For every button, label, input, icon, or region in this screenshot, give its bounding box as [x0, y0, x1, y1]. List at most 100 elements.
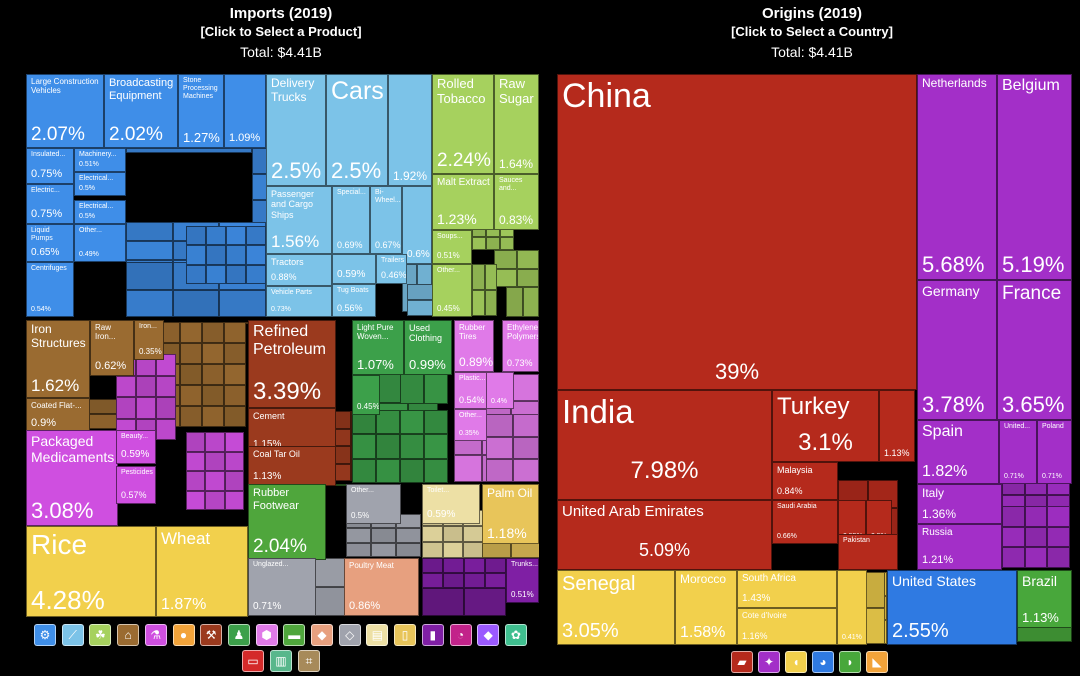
south-america-icon[interactable]: ◗	[839, 651, 861, 673]
minor-tile[interactable]	[186, 432, 206, 452]
tile-raw-sugar[interactable]: Raw Sugar 1.64%	[494, 74, 539, 174]
minor-tile[interactable]	[376, 458, 400, 483]
minor-tile[interactable]	[512, 436, 539, 460]
minor-tile[interactable]	[1024, 506, 1048, 527]
minor-tile[interactable]	[180, 364, 202, 385]
imports-subtitle[interactable]: [Click to Select a Product]	[200, 24, 362, 39]
minor-tile[interactable]	[443, 573, 464, 588]
tile-ethylene-polymers[interactable]: Ethylene Polymers 0.73%	[502, 320, 539, 372]
tile-russia[interactable]: Russia 1.21%	[917, 524, 1002, 570]
tile-stone-processing-machines[interactable]: Stone Processing Machines 1.27%	[178, 74, 224, 148]
tile-special[interactable]: Special... 0.69%	[332, 186, 370, 254]
tile-iron[interactable]: Iron... 0.35%	[134, 320, 164, 360]
footwear-icon[interactable]: ▬	[283, 624, 306, 646]
minor-tile[interactable]	[865, 572, 885, 608]
minor-tile[interactable]	[246, 322, 248, 324]
paper-icon[interactable]: ▤	[366, 624, 389, 646]
tile-plastic[interactable]: Plastic... 0.54%	[454, 372, 489, 409]
animal-products-icon[interactable]: ◆	[311, 624, 333, 646]
tile-malaysia[interactable]: Malaysia 0.84%	[772, 462, 838, 500]
minor-tile[interactable]	[442, 526, 464, 542]
tile-italy[interactable]: Italy 1.36%	[917, 484, 1002, 524]
minor-tile[interactable]	[186, 226, 206, 246]
minor-tile[interactable]	[226, 245, 246, 265]
tile-poland[interactable]: Poland 0.71%	[1037, 420, 1072, 484]
tile-insulated[interactable]: Insulated... 0.75%	[26, 148, 74, 184]
minor-tile[interactable]	[346, 542, 371, 557]
minor-tile[interactable]	[202, 322, 224, 343]
minor-tile[interactable]	[219, 289, 266, 317]
minor-tile[interactable]	[126, 262, 173, 290]
tile-vehicle-parts[interactable]: Vehicle Parts 0.73%	[266, 286, 332, 317]
minor-tile[interactable]	[376, 434, 400, 459]
minor-tile[interactable]	[224, 432, 244, 452]
tile-toilet[interactable]: Toilet... 0.59%	[422, 484, 480, 524]
minor-tile[interactable]	[407, 300, 433, 316]
minor-tile[interactable]	[400, 434, 424, 459]
minor-tile[interactable]	[485, 558, 506, 573]
europe-icon[interactable]: ✦	[758, 651, 780, 673]
minor-tile[interactable]	[400, 458, 424, 483]
minor-tile[interactable]	[494, 268, 517, 287]
minor-tile[interactable]	[1002, 526, 1025, 548]
north-america-icon[interactable]: ◣	[866, 651, 888, 673]
tile-iron-structures[interactable]: Iron Structures 1.62%	[26, 320, 90, 398]
tile-pesticides[interactable]: Pesticides 0.57%	[116, 466, 156, 504]
minor-tile[interactable]	[484, 290, 497, 316]
tile-united[interactable]: United... 0.71%	[999, 420, 1037, 484]
tile-light-pure-woven[interactable]: Light Pure Woven... 1.07%	[352, 320, 404, 375]
minor-tile[interactable]	[116, 375, 136, 397]
minor-tile[interactable]	[202, 343, 224, 364]
minor-tile[interactable]	[224, 490, 244, 510]
minor-tile[interactable]	[205, 490, 225, 510]
mineral-products-icon[interactable]: ◔	[449, 624, 472, 646]
minor-tile[interactable]	[522, 287, 539, 317]
tile-other[interactable]: Other... 0.45%	[432, 264, 472, 317]
tile-refined-petroleum[interactable]: Refined Petroleum 3.39%	[248, 320, 336, 408]
tile-rolled-tobacco[interactable]: Rolled Tobacco 2.24%	[432, 74, 494, 174]
minor-tile[interactable]	[472, 290, 485, 316]
tile-unlabeled[interactable]: 0.45%	[352, 375, 380, 415]
minor-tile[interactable]	[226, 264, 246, 284]
minor-tile[interactable]	[186, 490, 206, 510]
minor-tile[interactable]	[136, 375, 156, 397]
minor-tile[interactable]	[156, 418, 176, 440]
minor-tile[interactable]	[1002, 506, 1025, 527]
tile-netherlands[interactable]: Netherlands 5.68%	[917, 74, 997, 280]
tile-senegal[interactable]: Senegal 3.05%	[557, 570, 675, 645]
minor-tile[interactable]	[224, 451, 244, 471]
minor-tile[interactable]	[224, 343, 246, 364]
minor-tile[interactable]	[516, 250, 539, 269]
minor-tile[interactable]	[202, 385, 224, 406]
minor-tile[interactable]	[224, 406, 246, 427]
tile-india[interactable]: India 7.98%	[557, 390, 772, 500]
tile-china[interactable]: China 39%	[557, 74, 917, 390]
tile-unlabeled[interactable]: 0.4%	[486, 372, 514, 409]
minor-tile[interactable]	[226, 226, 246, 246]
minor-tile[interactable]	[205, 432, 225, 452]
tile-france[interactable]: France 3.65%	[997, 280, 1072, 420]
tile-germany[interactable]: Germany 3.78%	[917, 280, 997, 420]
minor-tile[interactable]	[205, 471, 225, 491]
minor-tile[interactable]	[424, 410, 448, 435]
tile-delivery-trucks[interactable]: Delivery Trucks 2.5%	[266, 74, 326, 186]
minor-tile[interactable]	[206, 226, 226, 246]
minor-tile[interactable]	[206, 264, 226, 284]
tile-rubber-tires[interactable]: Rubber Tires 0.89%	[454, 320, 494, 372]
tile-coal-tar-oil[interactable]: Coal Tar Oil 1.13%	[248, 446, 336, 486]
minor-tile[interactable]	[506, 287, 523, 317]
stone-icon[interactable]: ◇	[338, 624, 361, 646]
minor-tile[interactable]	[422, 542, 443, 558]
minor-tile[interactable]	[205, 451, 225, 471]
minor-tile[interactable]	[500, 237, 514, 250]
plastics-icon[interactable]: ⬢	[255, 624, 278, 646]
minor-tile[interactable]	[1024, 526, 1048, 548]
tile-used-clothing[interactable]: Used Clothing 0.99%	[404, 320, 452, 375]
tile-unlabeled[interactable]: 1.09%	[224, 74, 266, 148]
minor-tile[interactable]	[1047, 547, 1070, 568]
tile-unlabeled[interactable]: 0.6%	[402, 186, 432, 264]
tile-electric[interactable]: Electric... 0.75%	[26, 184, 74, 224]
minor-tile[interactable]	[396, 528, 421, 543]
minor-tile[interactable]	[424, 374, 448, 404]
tile-morocco[interactable]: Morocco 1.58%	[675, 570, 737, 645]
